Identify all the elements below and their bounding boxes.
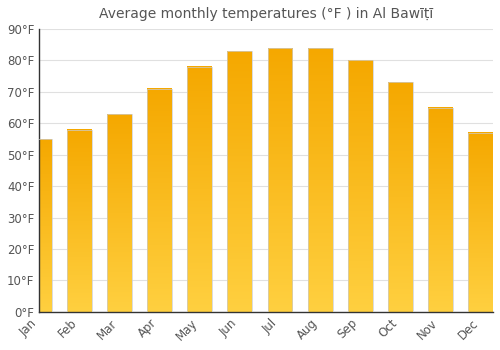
- Bar: [348, 61, 372, 312]
- Bar: [228, 51, 252, 312]
- Bar: [67, 130, 92, 312]
- Bar: [388, 83, 413, 312]
- Bar: [188, 67, 212, 312]
- Bar: [107, 114, 132, 312]
- Title: Average monthly temperatures (°F ) in Al Bawīṭī: Average monthly temperatures (°F ) in Al…: [99, 7, 433, 21]
- Bar: [26, 139, 52, 312]
- Bar: [147, 89, 172, 312]
- Bar: [308, 48, 332, 312]
- Bar: [428, 107, 453, 312]
- Bar: [268, 48, 292, 312]
- Bar: [468, 133, 493, 312]
